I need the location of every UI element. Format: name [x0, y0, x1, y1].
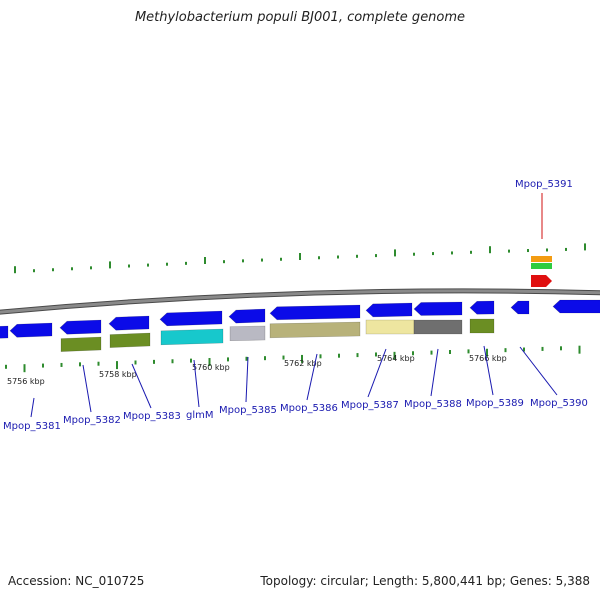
scale-label: 5766 kbp — [469, 354, 507, 363]
gene-arrow-mpop-5388 — [413, 301, 463, 316]
gene-arrow-mpop-5385 — [228, 308, 266, 324]
feature-box-olive-1 — [60, 336, 102, 352]
feature-box-khaki — [269, 321, 361, 339]
gene-label: Mpop_5391 — [515, 179, 573, 190]
gene-label-leader-line — [306, 353, 318, 401]
gene-arrow-mpop-5389 — [469, 300, 495, 315]
scale-label: 5758 kbp — [99, 370, 137, 379]
feature-box-olive-3 — [469, 318, 495, 334]
gene-label: Mpop_5383 — [123, 411, 181, 422]
feature-box-dark-grey — [413, 319, 463, 335]
gene-label: Mpop_5382 — [63, 415, 121, 426]
gene-arrow-mpop-5381 — [9, 322, 53, 338]
gene-label: Mpop_5386 — [280, 403, 338, 414]
feature-arrow-red — [531, 275, 552, 287]
feature-box-pale-yellow — [365, 319, 415, 335]
gene-label-leader-line — [367, 348, 387, 398]
scale-label: 5756 kbp — [7, 377, 45, 386]
gene-label: Mpop_5385 — [219, 405, 277, 416]
gene-label: glmM — [186, 410, 214, 421]
scale-label: 5762 kbp — [284, 359, 322, 368]
map-title: Methylobacterium populi BJ001, complete … — [134, 10, 466, 25]
gene-arrow-mpop-5390 — [510, 300, 530, 315]
gene-label: Mpop_5381 — [3, 421, 61, 432]
gene-label-leader-line — [193, 359, 200, 408]
gene-label-leader-line — [430, 348, 439, 397]
feature-box-grey — [229, 325, 266, 342]
gene-arrow-mpop-5387 — [365, 302, 413, 318]
accession-text: Accession: NC_010725 — [8, 574, 145, 588]
scale-label: 5764 kbp — [377, 354, 415, 363]
gene-label: Mpop_5387 — [341, 400, 399, 411]
gene-arrow-glmm — [159, 310, 223, 327]
feature-box-olive-2 — [109, 332, 151, 348]
gene-arrow-mpop-5380 — [0, 325, 9, 339]
gene-arrow-mpop-5386 — [269, 304, 361, 321]
gene-label: Mpop_5390 — [530, 398, 588, 409]
gene-arrow-mpop-5391 — [552, 299, 600, 314]
gene-label-leader-line — [483, 345, 494, 396]
feature-box-cyan — [160, 328, 224, 346]
feature-box-green — [531, 263, 552, 269]
gene-label: Mpop_5388 — [404, 399, 462, 410]
genome-backbone — [0, 289, 600, 314]
gene-label-leader-line — [30, 397, 35, 418]
scale-label: 5760 kbp — [192, 363, 230, 372]
gene-label-leader-line — [519, 346, 558, 396]
gene-label-leader-line — [131, 363, 152, 409]
gene-label-leader-line — [245, 356, 249, 403]
gene-arrow-mpop-5382 — [59, 319, 102, 335]
feature-box-orange — [531, 256, 552, 262]
genome-summary-text: Topology: circular; Length: 5,800,441 bp… — [260, 574, 590, 588]
gene-arrow-mpop-5383 — [108, 315, 150, 331]
gene-label: Mpop_5389 — [466, 398, 524, 409]
gene-label-leader-line — [82, 364, 92, 413]
